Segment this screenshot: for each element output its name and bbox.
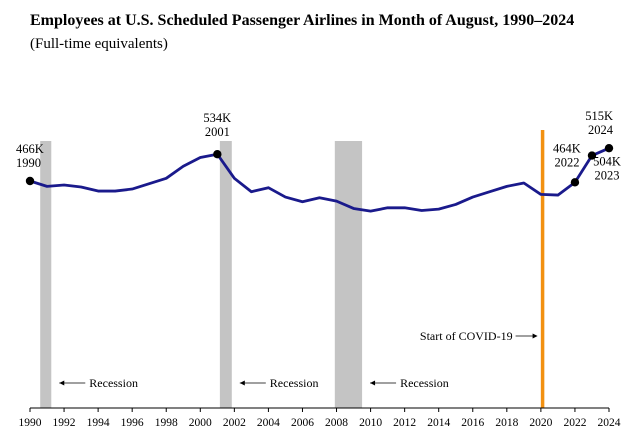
x-tick-label: 2016 — [461, 417, 484, 429]
x-tick-label: 1998 — [155, 417, 178, 429]
x-tick-label: 2008 — [325, 417, 348, 429]
data-point-year-label: 2022 — [554, 155, 579, 169]
chart-title: Employees at U.S. Scheduled Passenger Ai… — [30, 12, 575, 29]
recession-label: Recession — [89, 376, 138, 390]
covid-arrowhead — [532, 333, 538, 339]
covid-label: Start of COVID-19 — [420, 329, 513, 343]
x-tick-label: 1996 — [121, 417, 144, 429]
x-tick-label: 1990 — [19, 417, 42, 429]
x-tick-label: 2024 — [598, 417, 621, 429]
data-point-year-label: 1990 — [16, 156, 41, 170]
x-tick-label: 1994 — [87, 417, 110, 429]
chart-subtitle: (Full-time equivalents) — [30, 36, 168, 52]
recession-label: Recession — [270, 376, 319, 390]
data-point-year-label: 2024 — [588, 123, 614, 137]
recession-arrowhead — [370, 380, 376, 386]
data-point-value-label: 504K — [593, 155, 621, 169]
data-point-value-label: 515K — [585, 109, 613, 123]
recession-arrowhead — [59, 380, 65, 386]
recession-band — [40, 141, 52, 408]
recession-arrowhead — [239, 380, 245, 386]
x-tick-label: 2002 — [223, 417, 246, 429]
data-point-marker — [604, 143, 614, 153]
x-tick-label: 2020 — [529, 417, 552, 429]
data-point-value-label: 464K — [553, 141, 581, 155]
x-tick-label: 1992 — [53, 417, 76, 429]
data-point-marker — [587, 151, 597, 160]
recession-band — [334, 141, 363, 408]
data-point-marker — [25, 176, 35, 186]
x-tick-label: 2018 — [495, 417, 518, 429]
data-point-year-label: 2023 — [594, 169, 619, 183]
data-point-value-label: 466K — [16, 142, 44, 156]
x-tick-label: 2022 — [563, 417, 586, 429]
x-tick-label: 2006 — [291, 417, 314, 429]
x-tick-label: 2014 — [427, 417, 450, 429]
data-point-marker — [213, 150, 222, 159]
data-point-value-label: 534K — [203, 111, 231, 125]
recession-band — [219, 141, 232, 408]
recession-label: Recession — [400, 376, 449, 390]
series-line — [29, 146, 610, 213]
x-tick-label: 2010 — [359, 417, 382, 429]
x-tick-label: 2000 — [189, 417, 212, 429]
data-point-marker — [570, 178, 580, 187]
data-point-year-label: 2001 — [205, 125, 230, 139]
x-tick-label: 2012 — [393, 417, 416, 429]
x-tick-label: 2004 — [257, 417, 280, 429]
